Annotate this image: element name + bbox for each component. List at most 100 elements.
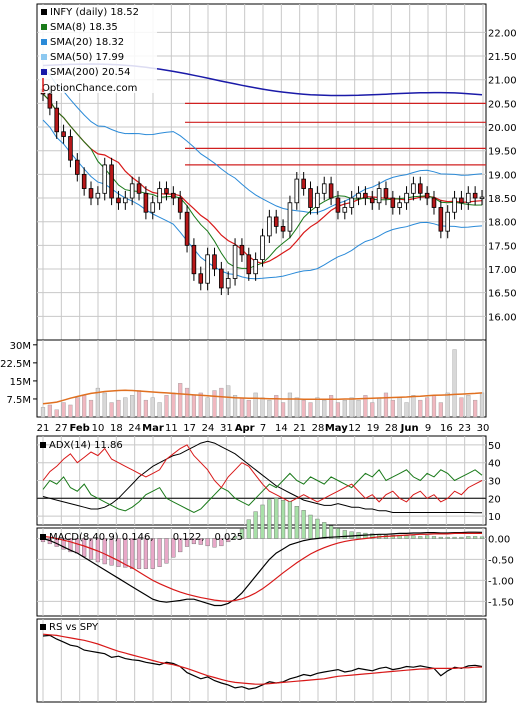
macd-hist-bar-51 [390,534,395,539]
volume-bar-35 [280,402,286,418]
candle-body-1 [47,93,53,109]
candle-body-8 [95,192,101,199]
xaxis-label-2: Feb [69,423,89,434]
volume-bar-45 [349,397,354,418]
xaxis-label-1: 27 [55,423,68,434]
volume-bar-3 [61,402,66,418]
adx-series-2 [42,444,483,503]
volume-bar-24 [205,397,210,418]
macd-hist-bar-30 [246,519,251,539]
candle-body-53 [404,192,409,204]
xaxis-label-14: 21 [293,423,306,434]
volume-bar-19 [171,392,176,418]
candle-body-64 [479,196,485,199]
adx-ytick-3: 40 [488,459,501,470]
xaxis-label-16: May [325,423,348,434]
macd-legend-swatch [40,534,46,540]
legend-bg [39,5,157,93]
macd-hist-bar-17 [157,538,162,567]
xaxis-label-22: 16 [440,423,453,434]
adx-series-1 [42,468,483,514]
candle-body-63 [472,192,478,199]
volume-ytick-2: 22.5M [0,359,31,370]
macd-hist-bar-18 [164,538,169,564]
candle-body-21 [184,211,190,246]
macd-hist-bar-22 [191,538,196,545]
adx-legend-label-0: ADX(14) 11.86 [49,440,123,451]
volume-bar-33 [267,399,272,418]
price-ytick-6: 19.00 [488,170,517,181]
macd-hist-bar-36 [287,501,293,539]
candle-body-12 [123,197,128,204]
candle-body-40 [315,192,320,208]
price-ytick-4: 18.00 [488,218,517,229]
volume-bar-27 [226,385,231,418]
volume-bar-10 [109,402,114,418]
macd-hist-bar-31 [253,511,258,539]
candle-body-43 [335,197,341,213]
xaxis-label-3: 10 [92,423,105,434]
volume-bar-28 [232,395,238,418]
candle-body-60 [452,197,457,213]
candle-body-57 [431,197,437,208]
volume-bar-46 [356,399,361,418]
macd-hist-bar-10 [109,538,114,566]
candle-body-10 [109,164,114,199]
macd-hist-bar-44 [342,530,347,539]
macd-hist-bar-35 [280,500,286,539]
volume-bar-54 [411,395,416,418]
candle-body-30 [246,254,252,275]
price-ytick-10: 21.00 [488,76,517,87]
legend-label-0: INFY (daily) 18.52 [50,7,139,18]
macd-hist-bar-16 [150,538,155,569]
candle-body-55 [417,183,423,194]
volume-bar-63 [473,399,478,418]
volume-bar-38 [301,399,306,418]
volume-bar-18 [164,395,169,418]
candle-body-62 [465,192,471,204]
volume-bar-58 [438,402,443,418]
candle-body-44 [342,207,348,213]
xaxis-label-11: Apr [235,423,255,434]
xaxis-label-4: 18 [110,423,123,434]
volume-bar-17 [157,402,162,418]
price-ytick-7: 19.50 [488,147,517,158]
macd-series-1 [42,532,482,602]
xaxis-label-23: 23 [458,423,471,434]
candle-body-41 [321,183,327,194]
volume-bar-44 [342,399,347,418]
candle-body-56 [424,192,430,199]
candle-body-7 [88,188,94,199]
volume-bar-57 [431,395,437,418]
candle-body-52 [397,202,402,208]
macd-ytick-1: -0.50 [488,555,514,566]
candle-body-38 [301,178,306,189]
xaxis-label-15: 28 [312,423,325,434]
candle-body-14 [136,183,142,194]
macd-legend-label-1: 0.122, [173,532,205,543]
candle-body-15 [143,192,149,213]
candle-body-28 [232,244,238,279]
legend-label-1: SMA(8) 18.35 [50,22,118,33]
legend-label-4: SMA(200) 20.54 [50,67,131,78]
candle-body-9 [102,164,108,194]
adx-series-0 [42,440,483,514]
volume-bar-39 [308,402,313,418]
macd-hist-bar-64 [479,536,485,539]
candle-body-36 [287,202,293,232]
volume-bar-21 [184,387,190,418]
candle-body-19 [171,192,176,199]
price-ytick-8: 20.00 [488,123,517,134]
volume-bar-22 [191,395,196,418]
volume-bar-12 [123,397,128,418]
volume-bar-1 [47,404,52,418]
macd-hist-bar-59 [445,536,450,539]
legend-label-3: SMA(50) 17.99 [50,52,124,63]
price-ytick-3: 17.50 [488,241,517,252]
xaxis-label-5: 24 [128,423,141,434]
candle-body-49 [376,188,382,204]
volume-bar-26 [219,387,224,418]
candle-body-11 [116,197,121,204]
volume-ytick-0: 7.5M [6,395,31,406]
